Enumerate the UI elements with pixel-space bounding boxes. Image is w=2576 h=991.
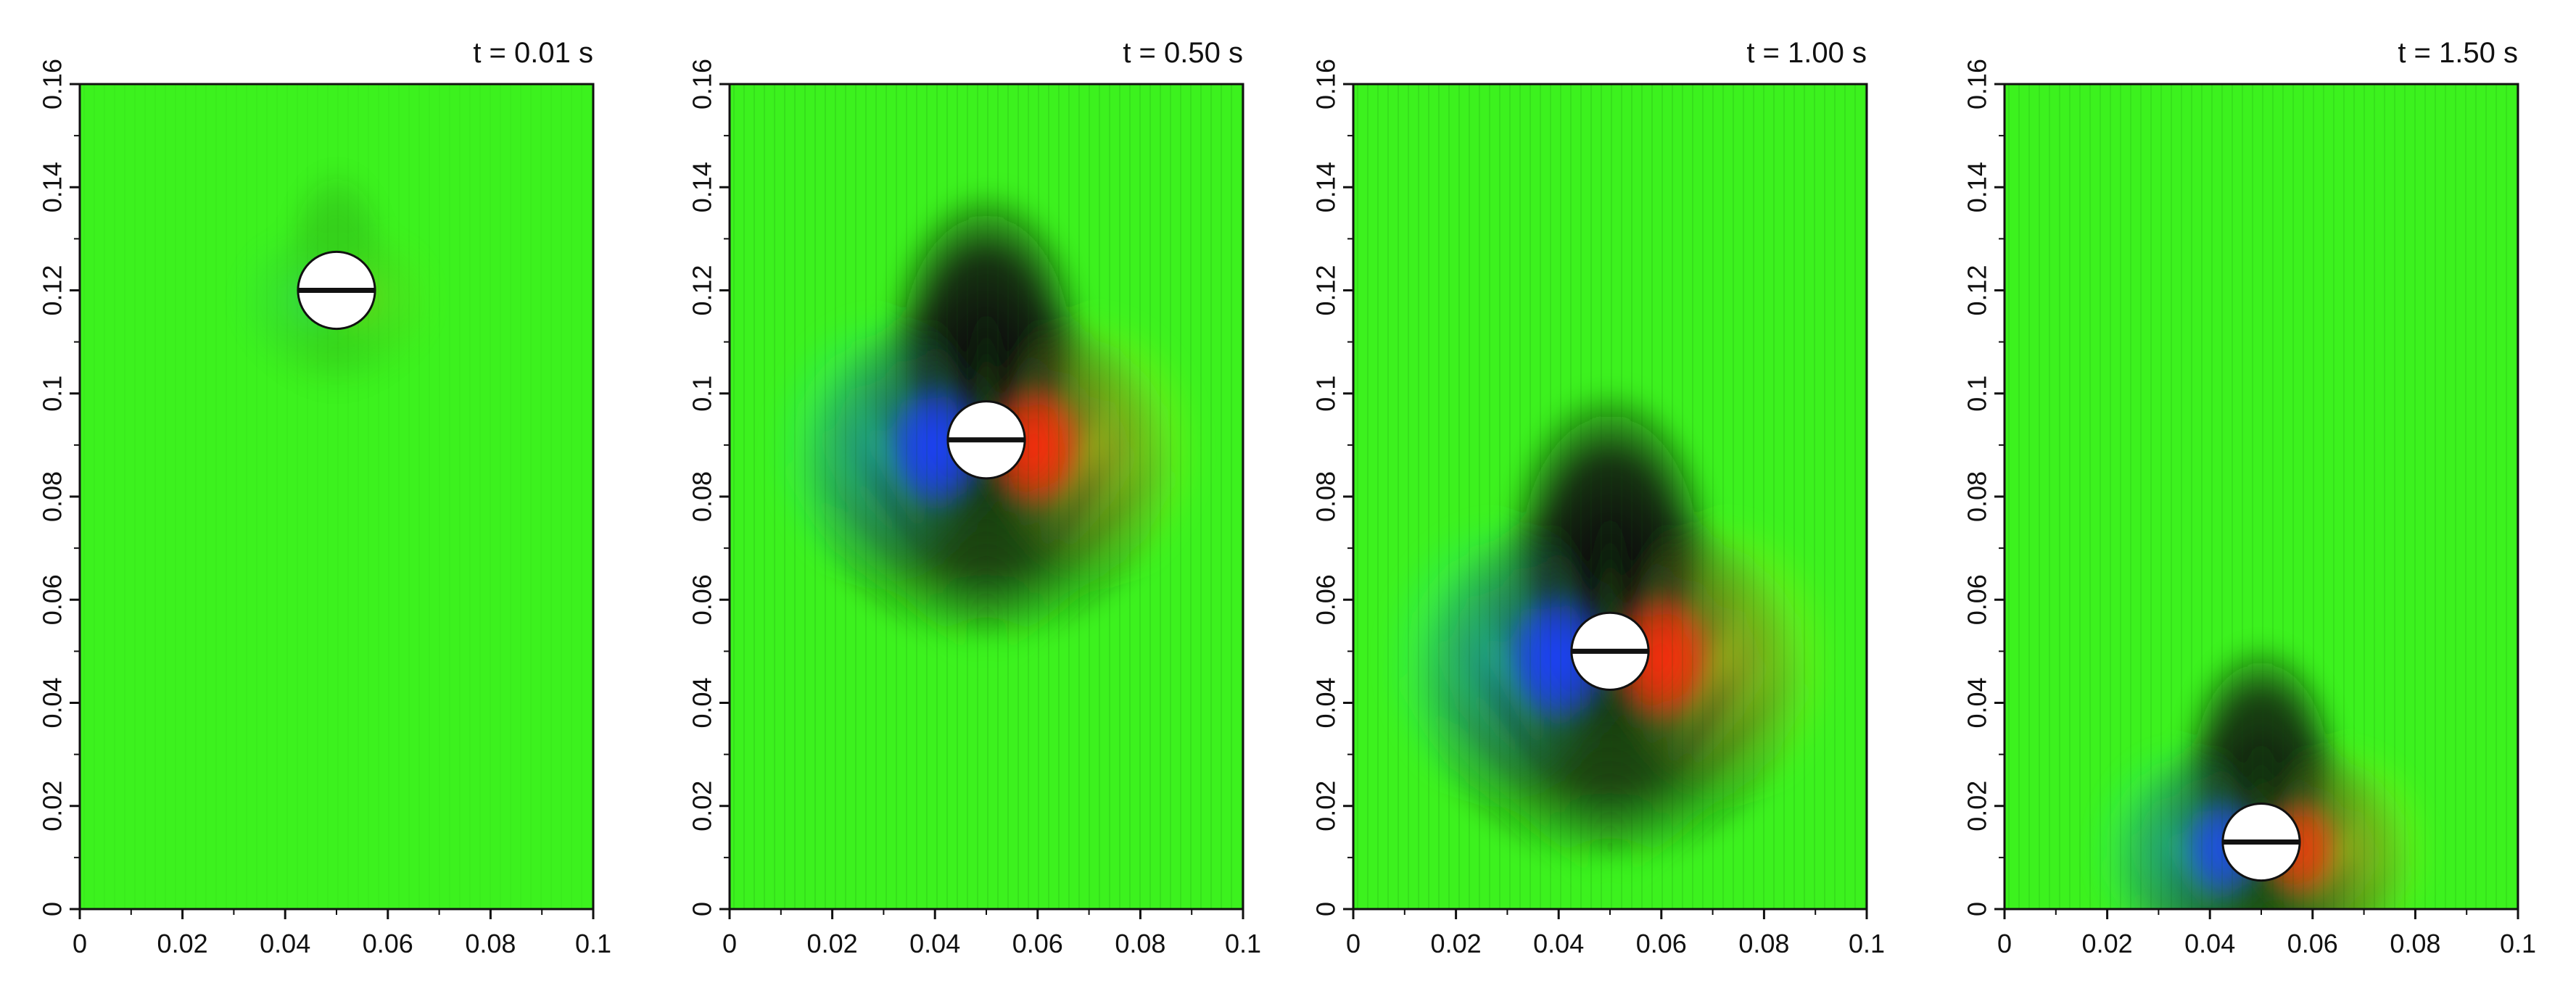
x-tick-label: 0.06: [363, 929, 413, 958]
y-tick-label: 0.06: [38, 574, 67, 625]
y-tick-label: 0.14: [1962, 162, 1992, 212]
panel-1: 0 0.02 0.04 0.06 0.08 0.1 0 0.02 0.04 0.06 0.08 0.1…: [38, 37, 612, 958]
x-tick-label: 0.08: [465, 929, 516, 958]
x-tick-label: 0: [1997, 929, 2012, 958]
x-tick-label: 0.02: [2082, 929, 2133, 958]
panel-title: t = 0.01 s: [473, 37, 593, 69]
x-tick-label: 0.02: [157, 929, 208, 958]
left-outer-lobe: [1382, 513, 1610, 803]
y-tick-label: 0: [38, 902, 67, 916]
y-tick-label: 0.08: [688, 471, 717, 522]
vector-grid: [83, 84, 593, 909]
y-tick-label: 0.14: [1311, 162, 1341, 212]
right-outer-lobe: [1610, 513, 1838, 803]
x-tick-label: 0.04: [260, 929, 310, 958]
y-tick-label: 0.04: [1962, 677, 1992, 728]
y-tick-label: 0: [1311, 902, 1341, 916]
x-tick-label: 0.08: [1115, 929, 1165, 958]
left-outer-lobe: [769, 309, 986, 585]
x-tick-label: 0.08: [2390, 929, 2440, 958]
x-tick-label: 0: [73, 929, 87, 958]
vector-grid: [2008, 84, 2517, 909]
y-tick-label: 0.16: [1311, 59, 1341, 109]
y-tick-label: 0.06: [1311, 574, 1341, 625]
x-tick-label: 0.02: [807, 929, 858, 958]
y-tick-label: 0.1: [1311, 376, 1341, 412]
y-tick-label: 0.16: [1962, 59, 1992, 109]
x-tick-label: 0.06: [2287, 929, 2338, 958]
x-tick-label: 0.06: [1636, 929, 1687, 958]
y-tick-label: 0.08: [1962, 471, 1992, 522]
y-tick-label: 0.12: [688, 265, 717, 315]
y-tick-label: 0.16: [688, 59, 717, 109]
vector-grid: [733, 84, 1242, 909]
y-tick-label: 0.02: [1962, 781, 1992, 832]
y-tick-label: 0.02: [688, 781, 717, 832]
y-tick-label: 0.16: [38, 59, 67, 109]
y-tick-label: 0.1: [38, 376, 67, 412]
y-tick-label: 0.1: [688, 376, 717, 412]
y-tick-label: 0: [688, 902, 717, 916]
x-tick-label: 0.04: [1533, 929, 1584, 958]
y-tick-label: 0.12: [38, 265, 67, 315]
x-tick-label: 0.02: [1431, 929, 1482, 958]
panel-2: 0 0.02 0.04 0.06 0.08 0.1 0 0.02 0.04 0.06 0.08 0.1…: [688, 37, 1262, 958]
y-tick-label: 0.04: [38, 677, 67, 728]
vector-grid: [1357, 84, 1866, 909]
x-tick-label: 0.1: [2500, 929, 2536, 958]
y-tick-label: 0.06: [1962, 574, 1992, 625]
y-tick-label: 0.08: [1311, 471, 1341, 522]
y-tick-label: 0: [1962, 902, 1992, 916]
x-tick-label: 0.06: [1012, 929, 1063, 958]
y-tick-label: 0.08: [38, 471, 67, 522]
x-tick-label: 0: [722, 929, 737, 958]
x-tick-label: 0.04: [2184, 929, 2235, 958]
y-tick-label: 0.12: [1962, 265, 1992, 315]
right-outer-lobe: [986, 309, 1204, 585]
x-tick-label: 0.04: [909, 929, 960, 958]
y-tick-label: 0.02: [1311, 781, 1341, 832]
x-tick-label: 0.08: [1738, 929, 1789, 958]
x-tick-label: 0.1: [1225, 929, 1261, 958]
y-tick-label: 0.12: [1311, 265, 1341, 315]
panel-title: t = 1.50 s: [2398, 37, 2518, 69]
x-tick-label: 0: [1346, 929, 1361, 958]
velocity-field: [1357, 84, 1866, 909]
x-tick-label: 0.1: [575, 929, 611, 958]
x-tick-label: 0.1: [1849, 929, 1885, 958]
y-tick-label: 0.1: [1962, 376, 1992, 412]
y-tick-label: 0.04: [688, 677, 717, 728]
y-tick-label: 0.02: [38, 781, 67, 832]
y-tick-label: 0.14: [688, 162, 717, 212]
panel-3: 0 0.02 0.04 0.06 0.08 0.1 0 0.02 0.04 0.06 0.08 0.1…: [1311, 37, 1886, 958]
y-tick-label: 0.14: [38, 162, 67, 212]
y-tick-label: 0.04: [1311, 677, 1341, 728]
y-tick-label: 0.06: [688, 574, 717, 625]
panel-title: t = 0.50 s: [1123, 37, 1243, 69]
panel-title: t = 1.00 s: [1746, 37, 1867, 69]
panel-4: 0 0.02 0.04 0.06 0.08 0.1 0 0.02 0.04 0.06 0.08 0.1…: [1962, 37, 2537, 958]
